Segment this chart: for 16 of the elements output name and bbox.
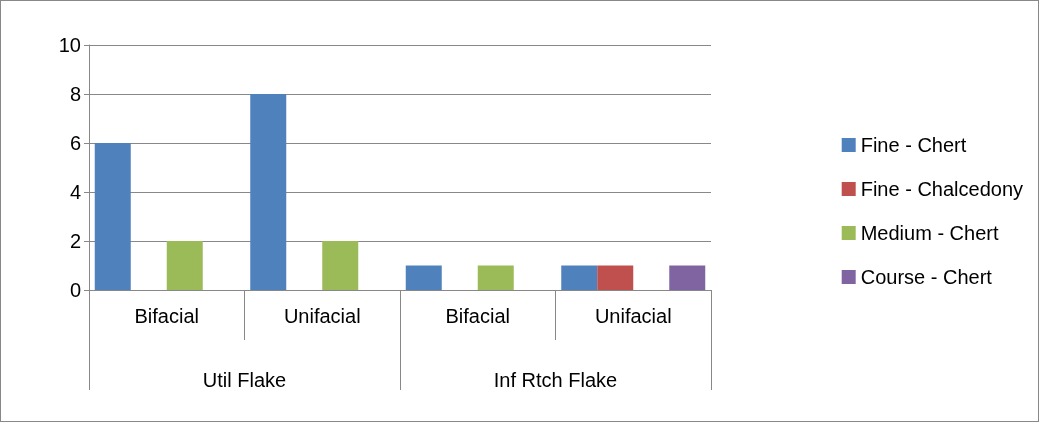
text: Inf Rtch Flake — [493, 369, 618, 391]
y-tick-label: 6 — [69, 132, 81, 154]
text: Util Flake — [202, 369, 287, 391]
y-tick-label: 10 — [58, 34, 81, 56]
x-tick-label: Bifacial — [134, 305, 199, 327]
legend-label: Medium - Chert — [860, 222, 999, 244]
y-tick-label: 2 — [69, 230, 81, 252]
y-tick-label: 8 — [69, 83, 81, 105]
y-tick-label: 4 — [69, 181, 81, 203]
legend-label: Fine - Chalcedony — [860, 178, 1024, 200]
y-tick-label: 0 — [69, 279, 81, 301]
x-tick-label: Bifacial — [445, 305, 510, 327]
x-tick-label: Unifacial — [283, 305, 361, 327]
legend-label: Fine - Chert — [860, 134, 967, 156]
x-tick-label: Unifacial — [594, 305, 672, 327]
legend-label: Course - Chert — [860, 266, 993, 288]
